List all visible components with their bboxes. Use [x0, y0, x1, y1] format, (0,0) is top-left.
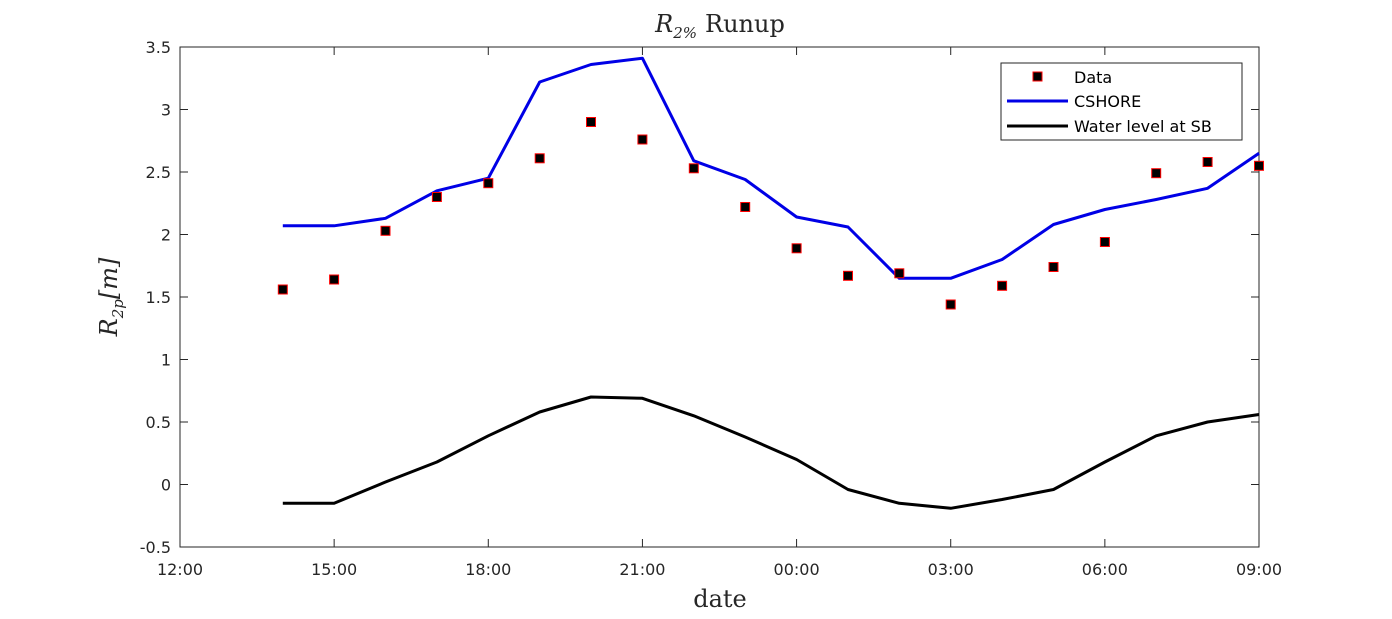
y-axis-label-rest: [m]	[95, 257, 123, 299]
y-tick-label: 2	[161, 226, 171, 245]
data-point	[431, 192, 442, 202]
y-tick-label: 3	[161, 101, 171, 120]
chart-title-main: R	[654, 10, 673, 38]
data-point	[791, 243, 802, 254]
legend-label-water-level: Water level at SB	[1074, 117, 1212, 136]
x-tick-label: 21:00	[619, 560, 665, 579]
y-axis-label-sub: 2p	[109, 299, 127, 320]
y-axis-label: R2p[m]	[95, 257, 127, 337]
legend-label-cshore: CSHORE	[1074, 92, 1141, 111]
x-tick-label: 00:00	[774, 560, 820, 579]
legend: Data CSHORE Water level at SB	[1000, 62, 1243, 141]
data-point	[1202, 157, 1213, 167]
data-point	[637, 134, 648, 145]
series-line-2	[282, 395, 1260, 510]
y-axis-label-main: R	[95, 318, 123, 337]
data-point	[483, 178, 494, 189]
data-point	[1151, 168, 1162, 179]
data-point	[894, 268, 905, 279]
x-axis: 12:00 15:00 18:00 21:00 00:00 03:00 06:00 09:00	[157, 47, 1282, 579]
data-point	[843, 270, 853, 281]
data-point	[688, 163, 699, 174]
x-tick-label: 15:00	[311, 560, 357, 579]
x-tick-label: 06:00	[1082, 560, 1128, 579]
y-tick-label: -0.5	[140, 538, 171, 557]
y-tick-label: 2.5	[146, 163, 171, 182]
x-tick-label: 12:00	[157, 560, 203, 579]
y-tick-label: 1	[161, 351, 171, 370]
data-point	[329, 274, 340, 285]
data-point	[740, 202, 751, 212]
data-point	[586, 117, 596, 127]
data-point	[1254, 160, 1264, 171]
data-point	[1099, 237, 1110, 247]
data-point	[945, 299, 956, 310]
chart-title-sub: 2%	[672, 24, 697, 42]
series-line-1	[282, 56, 1260, 280]
y-tick-label: 0	[161, 476, 171, 495]
chart-title-rest: Runup	[705, 10, 785, 38]
data-point	[380, 225, 391, 236]
x-tick-label: 03:00	[928, 560, 974, 579]
y-tick-label: 1.5	[146, 288, 171, 307]
series-layer	[277, 56, 1264, 510]
x-tick-label: 18:00	[465, 560, 511, 579]
legend-marker-data	[1032, 71, 1043, 82]
data-point	[997, 280, 1008, 291]
data-point	[534, 153, 545, 164]
y-tick-label: 0.5	[146, 413, 171, 432]
y-tick-label: 3.5	[146, 38, 171, 57]
data-point	[277, 284, 288, 295]
data-point	[1048, 262, 1059, 272]
legend-label-data: Data	[1074, 68, 1112, 87]
x-axis-label: date	[693, 585, 747, 613]
x-tick-label: 09:00	[1236, 560, 1282, 579]
chart-title: R2% Runup	[654, 10, 785, 42]
y-axis: -0.5 0 0.5 1 1.5 2 2.5 3 3.5	[140, 38, 1259, 557]
